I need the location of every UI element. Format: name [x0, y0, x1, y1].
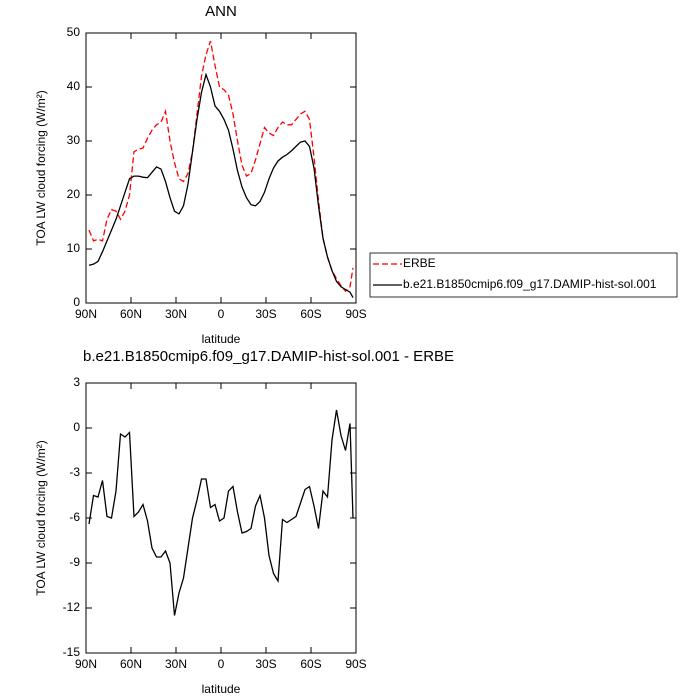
- x-tick-label: 30N: [165, 307, 187, 321]
- data-line: [88, 72, 354, 298]
- chart-title: ANN: [205, 3, 237, 20]
- x-tick-label: 0: [218, 657, 225, 671]
- x-tick-label: 90N: [75, 307, 97, 321]
- x-tick-label: 30S: [255, 307, 276, 321]
- plot-frame: [85, 382, 357, 654]
- y-tick-label: 20: [67, 187, 81, 201]
- y-tick-label: -9: [69, 555, 80, 569]
- y-tick-label: 0: [73, 295, 80, 309]
- y-tick-label: -15: [63, 645, 81, 659]
- y-tick-label: 10: [67, 241, 81, 255]
- chart-title: b.e21.B1850cmip6.f09_g17.DAMIP-hist-sol.…: [83, 348, 454, 365]
- x-tick-label: 30N: [165, 657, 187, 671]
- y-tick-label: -3: [69, 465, 80, 479]
- x-tick-label: 60N: [120, 657, 142, 671]
- y-tick-label: -12: [63, 600, 81, 614]
- y-axis-label: TOA LW cloud forcing (W/m²): [34, 440, 48, 596]
- y-tick-label: 40: [67, 79, 81, 93]
- legend-label: b.e21.B1850cmip6.f09_g17.DAMIP-hist-sol.…: [403, 277, 657, 291]
- legend-box: [369, 252, 678, 298]
- x-axis-label: latitude: [202, 682, 241, 696]
- x-tick-label: 60S: [300, 657, 321, 671]
- y-tick-label: 50: [67, 25, 81, 39]
- y-tick-label: 30: [67, 133, 81, 147]
- x-tick-label: 60N: [120, 307, 142, 321]
- x-tick-label: 60S: [300, 307, 321, 321]
- x-tick-label: 0: [218, 307, 225, 321]
- data-line: [88, 409, 354, 616]
- y-axis-label: TOA LW cloud forcing (W/m²): [34, 90, 48, 246]
- y-tick-label: 3: [73, 375, 80, 389]
- data-line: [88, 40, 354, 293]
- x-tick-label: 90N: [75, 657, 97, 671]
- x-tick-label: 90S: [345, 657, 366, 671]
- legend-label: ERBE: [403, 256, 436, 270]
- x-tick-label: 90S: [345, 307, 366, 321]
- y-tick-label: -6: [69, 510, 80, 524]
- x-axis-label: latitude: [202, 332, 241, 346]
- x-tick-label: 30S: [255, 657, 276, 671]
- y-tick-label: 0: [73, 420, 80, 434]
